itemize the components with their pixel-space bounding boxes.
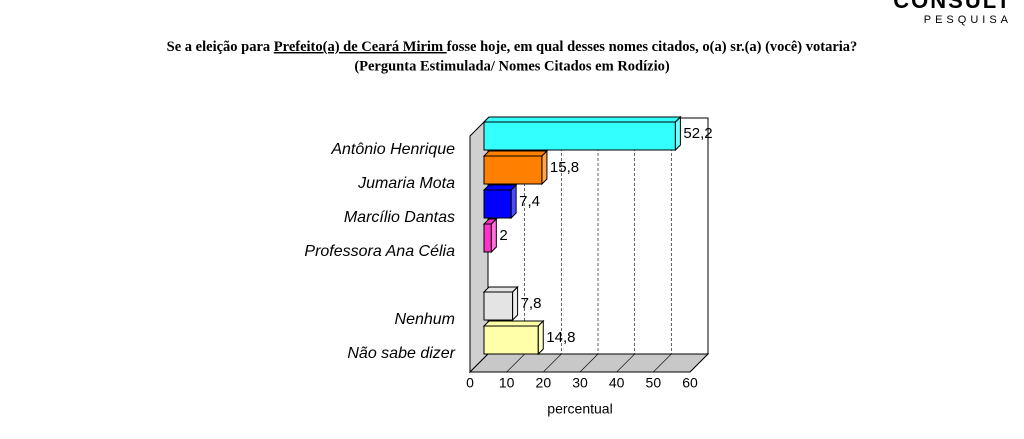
floor-grid-line bbox=[616, 353, 635, 373]
floor-grid-line bbox=[689, 353, 709, 373]
bar-side bbox=[490, 217, 497, 254]
value-label: 7,4 bbox=[519, 193, 540, 210]
bar-top bbox=[482, 320, 545, 327]
x-tick-label: 40 bbox=[609, 375, 625, 391]
bar-front bbox=[483, 155, 543, 185]
chart-subtitle: (Pergunta Estimulada/ Nomes Citados em R… bbox=[354, 58, 670, 74]
y-tick-label: Professora Ana Célia bbox=[304, 243, 455, 260]
bar-front bbox=[483, 121, 676, 151]
bar bbox=[482, 319, 545, 356]
bar-front bbox=[483, 189, 512, 219]
value-label: 14,8 bbox=[546, 329, 575, 346]
bar bbox=[482, 217, 498, 254]
bar-front bbox=[483, 325, 539, 355]
bar-side bbox=[537, 319, 544, 356]
bar bbox=[482, 115, 682, 152]
bar bbox=[482, 183, 518, 220]
x-tick-label: 50 bbox=[646, 375, 662, 391]
y-tick-label: Nenhum bbox=[395, 311, 455, 328]
bar-side bbox=[510, 183, 517, 220]
y-tick-label: Marcílio Dantas bbox=[344, 209, 455, 226]
bar-top bbox=[482, 116, 682, 123]
brand: CONSULT bbox=[893, 0, 1012, 13]
bar-side bbox=[541, 149, 548, 186]
title-part: Se a eleição para bbox=[167, 39, 274, 55]
x-tick-label: 0 bbox=[466, 375, 474, 391]
y-tick-label: Jumaria Mota bbox=[357, 175, 455, 192]
bars bbox=[482, 115, 682, 356]
value-label: 52,2 bbox=[683, 125, 712, 142]
chart-title: Se a eleição para Prefeito(a) de Ceará M… bbox=[167, 39, 858, 55]
brand-sub: PESQUISA bbox=[924, 14, 1012, 26]
value-label: 2 bbox=[499, 227, 507, 244]
bar-top bbox=[482, 150, 549, 157]
grid bbox=[506, 118, 709, 373]
value-label: 15,8 bbox=[550, 159, 579, 176]
value-label: 7,8 bbox=[521, 295, 542, 312]
bar-side bbox=[512, 285, 519, 322]
floor-grid-line bbox=[506, 353, 525, 373]
bar-top bbox=[482, 286, 519, 293]
x-tick-label: 20 bbox=[536, 375, 552, 391]
bar bbox=[482, 285, 519, 322]
bar bbox=[482, 149, 549, 186]
x-tick-label: 60 bbox=[682, 375, 698, 391]
floor-grid-line bbox=[579, 353, 599, 373]
floor-grid-line bbox=[653, 353, 672, 373]
x-tick-label: 10 bbox=[499, 375, 515, 391]
bar-front bbox=[483, 291, 514, 321]
y-tick-label: Antônio Henrique bbox=[330, 141, 455, 158]
title-part: fosse hoje, em qual desses nomes citados… bbox=[447, 39, 858, 55]
bar-front bbox=[483, 223, 492, 253]
x-tick-label: 30 bbox=[572, 375, 588, 391]
bar-side bbox=[674, 115, 681, 152]
title-part: Prefeito(a) de Ceará Mirim bbox=[274, 39, 447, 55]
x-axis-label: percentual bbox=[547, 401, 612, 417]
floor-grid-line bbox=[543, 353, 562, 373]
y-tick-label: Não sabe dizer bbox=[347, 345, 455, 362]
